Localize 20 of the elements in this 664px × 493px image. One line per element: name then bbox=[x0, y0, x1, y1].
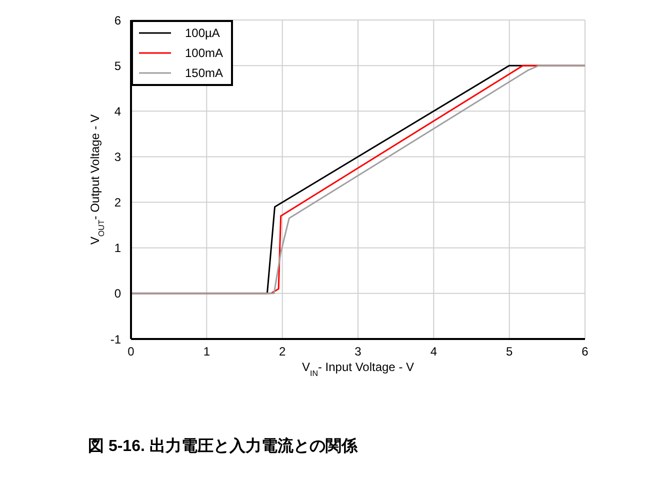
x-tick-label: 1 bbox=[203, 344, 210, 359]
legend-label: 100µA bbox=[185, 26, 220, 40]
y-tick-label: 0 bbox=[114, 286, 122, 301]
x-tick-label: 6 bbox=[582, 344, 589, 359]
legend-label: 150mA bbox=[185, 66, 224, 80]
legend-label: 100mA bbox=[185, 46, 224, 60]
x-axis-title: V$_{IN}$- Input Voltage - V bbox=[302, 360, 414, 378]
y-tick-label: 5 bbox=[114, 58, 122, 73]
y-tick-label: 6 bbox=[114, 13, 122, 28]
y-tick-label: -1 bbox=[110, 332, 122, 346]
y-tick-label: 1 bbox=[114, 241, 122, 256]
y-tick-label: 4 bbox=[114, 104, 122, 118]
x-tick-label: 3 bbox=[354, 344, 362, 359]
x-tick-label: 4 bbox=[430, 344, 438, 359]
x-tick-label: 0 bbox=[128, 344, 135, 359]
x-tick-label: 5 bbox=[506, 344, 513, 359]
x-tick-label: 2 bbox=[278, 344, 286, 359]
text: 図 5-16. 出力電圧と入力電流との関係 bbox=[88, 436, 359, 457]
y-tick-label: 2 bbox=[114, 196, 122, 210]
y-tick-label: 3 bbox=[114, 150, 122, 164]
